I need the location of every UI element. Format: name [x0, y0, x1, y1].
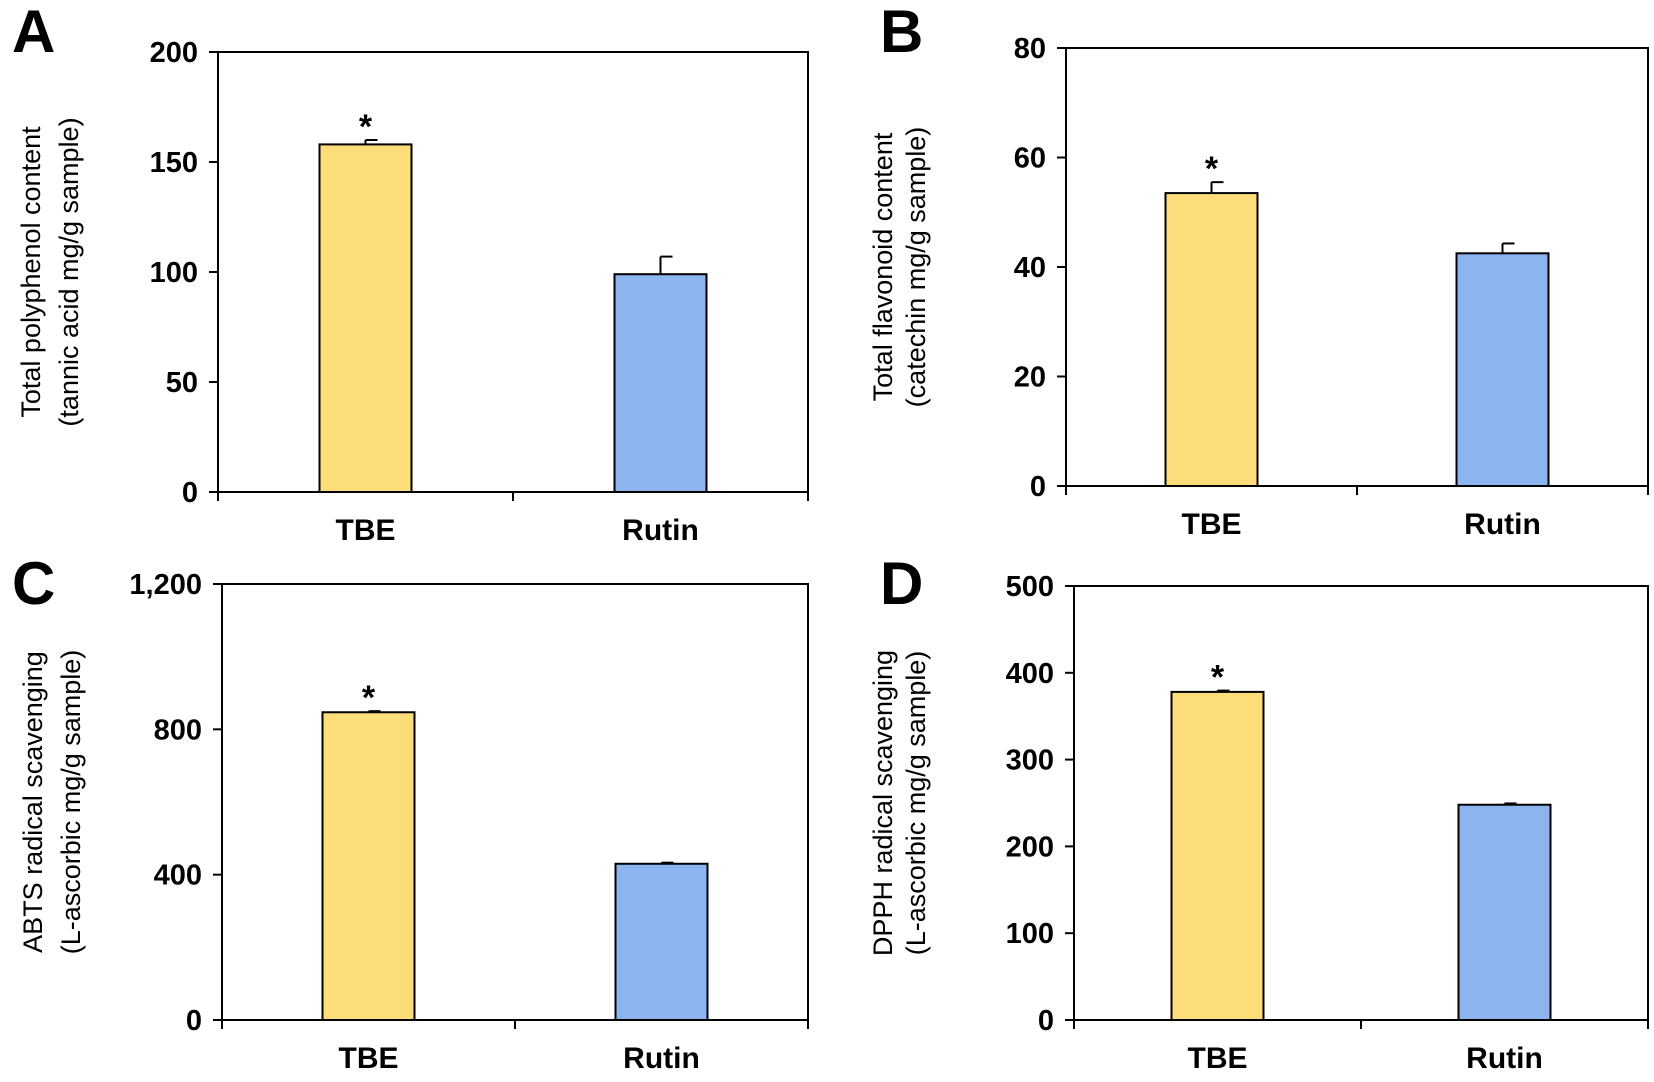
y-tick-label: 0: [1038, 1005, 1054, 1037]
y-tick-label: 200: [1006, 831, 1054, 863]
bar-tbe: [321, 711, 416, 1021]
panel-c: C 0 400 800 1,200 * TBE Rutin ABTS radical scave…: [12, 550, 809, 1075]
x-category-label: TBE: [1188, 1042, 1248, 1075]
y-tick-label: 400: [1006, 658, 1054, 690]
bar-tbe: [1164, 192, 1259, 487]
y-tick-label: 500: [1006, 571, 1054, 603]
y-tick-label: 400: [154, 860, 202, 892]
panel-letter: C: [12, 550, 55, 617]
bar-tbe: [318, 143, 413, 493]
panel-letter: A: [12, 0, 55, 65]
y-tick-label: 1,200: [129, 569, 202, 601]
panel-letter: B: [880, 0, 923, 65]
y-tick-label: 100: [1006, 918, 1054, 950]
y-tick-label: 50: [166, 367, 198, 399]
panel-letter: D: [880, 550, 923, 617]
y-tick-label: 20: [1014, 362, 1046, 394]
y-axis-label: (L-ascorbic mg/g sample): [901, 651, 931, 956]
x-category-label: TBE: [339, 1042, 399, 1075]
y-axis-label: (tannic acid mg/g sample): [54, 117, 84, 426]
x-category-label: TBE: [336, 514, 396, 547]
plot-frame: [1065, 47, 1649, 487]
x-category-label: Rutin: [622, 514, 699, 547]
x-category-label: TBE: [1182, 508, 1242, 541]
y-axis-label: Total flavonoid content: [868, 132, 898, 401]
bar-rutin: [1455, 252, 1550, 487]
significance-mark: *: [359, 108, 373, 146]
y-tick-label: 300: [1006, 745, 1054, 777]
bar-rutin: [614, 862, 709, 1021]
bar-rutin: [1457, 803, 1552, 1022]
y-tick-label: 60: [1014, 143, 1046, 175]
x-category-label: Rutin: [1466, 1042, 1543, 1075]
bar-tbe: [1170, 690, 1265, 1021]
y-tick-label: 200: [150, 37, 198, 69]
y-tick-label: 150: [150, 147, 198, 179]
y-axis-label: (L-ascorbic mg/g sample): [56, 650, 86, 955]
plot-frame: [217, 51, 809, 493]
significance-mark: *: [1205, 150, 1219, 188]
significance-mark: *: [1211, 659, 1225, 697]
x-category-label: Rutin: [1464, 508, 1541, 541]
y-tick-label: 800: [154, 714, 202, 746]
plot-frame: [221, 583, 809, 1021]
y-tick-label: 0: [1030, 471, 1046, 503]
panel-a: A 0 50 100 150 200 * TBE Rutin Total polyphenol c…: [12, 0, 809, 547]
y-tick-label: 100: [150, 257, 198, 289]
y-axis-label: ABTS radical scavenging: [18, 651, 48, 953]
y-tick-label: 0: [182, 477, 198, 509]
panel-b: B 0 20 40 60 80 * TBE Rutin Total flavonoid conte…: [868, 0, 1649, 541]
x-category-label: Rutin: [623, 1042, 700, 1075]
y-axis-label: DPPH radical scavenging: [868, 650, 898, 956]
y-axis-label: (catechin mg/g sample): [901, 127, 931, 408]
y-axis-label: Total polyphenol content: [16, 126, 46, 418]
plot-frame: [1073, 585, 1649, 1021]
y-tick-label: 0: [186, 1005, 202, 1037]
bar-rutin: [613, 273, 708, 494]
y-tick-label: 40: [1014, 252, 1046, 284]
panel-d: D 0 100 200 300 400 500 * TBE Rutin DPPH radical s…: [868, 550, 1649, 1075]
significance-mark: *: [362, 679, 376, 717]
y-tick-label: 80: [1014, 33, 1046, 65]
